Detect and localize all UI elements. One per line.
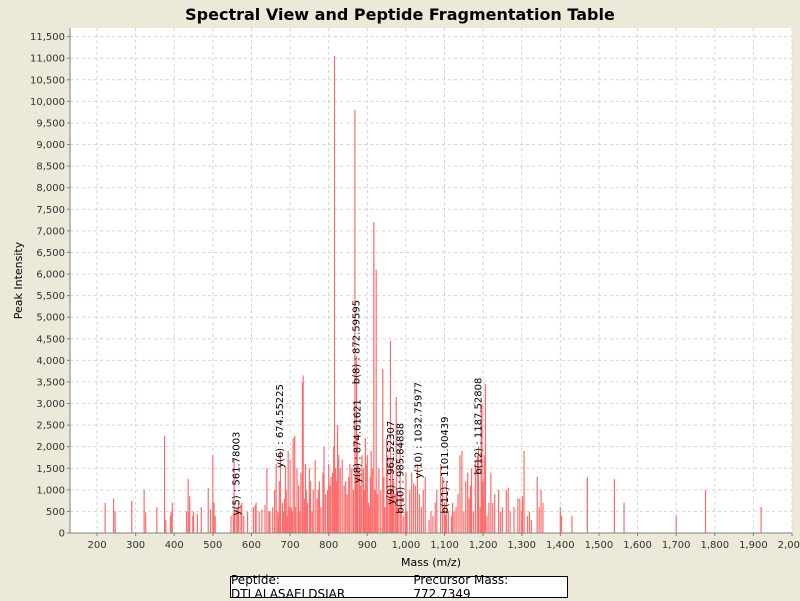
x-tick-label: 200 [87,540,106,551]
x-tick-label: 1,900 [739,540,768,551]
y-tick-label: 3,000 [36,399,65,410]
peptide-label: Peptide: DTLALASAELDSIAR [231,573,346,601]
x-tick-label: 1,700 [662,540,691,551]
x-tick-label: 1,300 [507,540,536,551]
y-tick-label: 6,000 [36,270,65,281]
fragment-annotation: b(12) : 1187.52808 [473,378,484,475]
y-tick-label: 2,000 [36,442,65,453]
y-tick-label: 11,500 [30,32,65,43]
y-tick-label: 9,500 [36,118,65,129]
y-tick-label: 1,000 [36,485,65,496]
chart-title: Spectral View and Peptide Fragmentation … [185,5,615,24]
x-tick-label: 1,200 [469,540,498,551]
y-tick-label: 1,500 [36,464,65,475]
precursor-mass-label: Precursor Mass: 772.7349 [413,573,509,601]
x-tick-label: 500 [203,540,222,551]
x-tick-label: 1,600 [623,540,652,551]
y-tick-label: 500 [46,507,65,518]
x-tick-label: 1,000 [392,540,421,551]
y-tick-label: 7,000 [36,226,65,237]
x-tick-label: 800 [319,540,338,551]
y-tick-label: 11,000 [30,54,65,65]
y-axis-title: Peak Intensity [12,241,25,319]
x-tick-label: 1,800 [700,540,729,551]
fragment-annotation: y(6) : 674.55225 [275,384,286,468]
x-tick-label: 700 [281,540,300,551]
fragment-annotation: y(10) : 1032.75977 [414,382,425,479]
fragment-annotation: y(5) : 561.78003 [232,432,243,516]
y-tick-label: 9,000 [36,140,65,151]
y-tick-label: 5,000 [36,313,65,324]
y-tick-label: 10,500 [30,75,65,86]
x-tick-label: 900 [358,540,377,551]
fragment-annotation: y(9) : 961.52307 [386,421,397,505]
x-tick-label: 1,500 [585,540,614,551]
y-tick-label: 0 [59,529,65,540]
y-tick-label: 3,500 [36,377,65,388]
y-tick-label: 5,500 [36,291,65,302]
y-tick-label: 2,500 [36,421,65,432]
plot-area [70,28,792,533]
fragment-annotation: y(8) : 874.61621 [352,399,363,483]
x-tick-label: 400 [165,540,184,551]
y-tick-label: 10,000 [30,97,65,108]
y-tick-label: 7,500 [36,205,65,216]
fragment-annotation: b(11) : 1101.00439 [440,416,451,513]
x-axis-title: Mass (m/z) [401,556,461,569]
fragment-annotation: b(8) : 872.59595 [352,300,363,384]
x-tick-label: 300 [126,540,145,551]
peptide-info-box: Peptide: DTLALASAELDSIAR Precursor Mass:… [230,573,568,601]
y-tick-label: 8,000 [36,183,65,194]
x-tick-label: 1,100 [430,540,459,551]
y-tick-label: 6,500 [36,248,65,259]
x-tick-label: 2,000 [778,540,800,551]
y-tick-label: 4,500 [36,334,65,345]
y-tick-label: 4,000 [36,356,65,367]
x-tick-label: 1,400 [546,540,575,551]
x-tick-label: 600 [242,540,261,551]
fragment-annotation: b(10) : 985.84888 [395,423,406,514]
y-tick-label: 8,500 [36,162,65,173]
